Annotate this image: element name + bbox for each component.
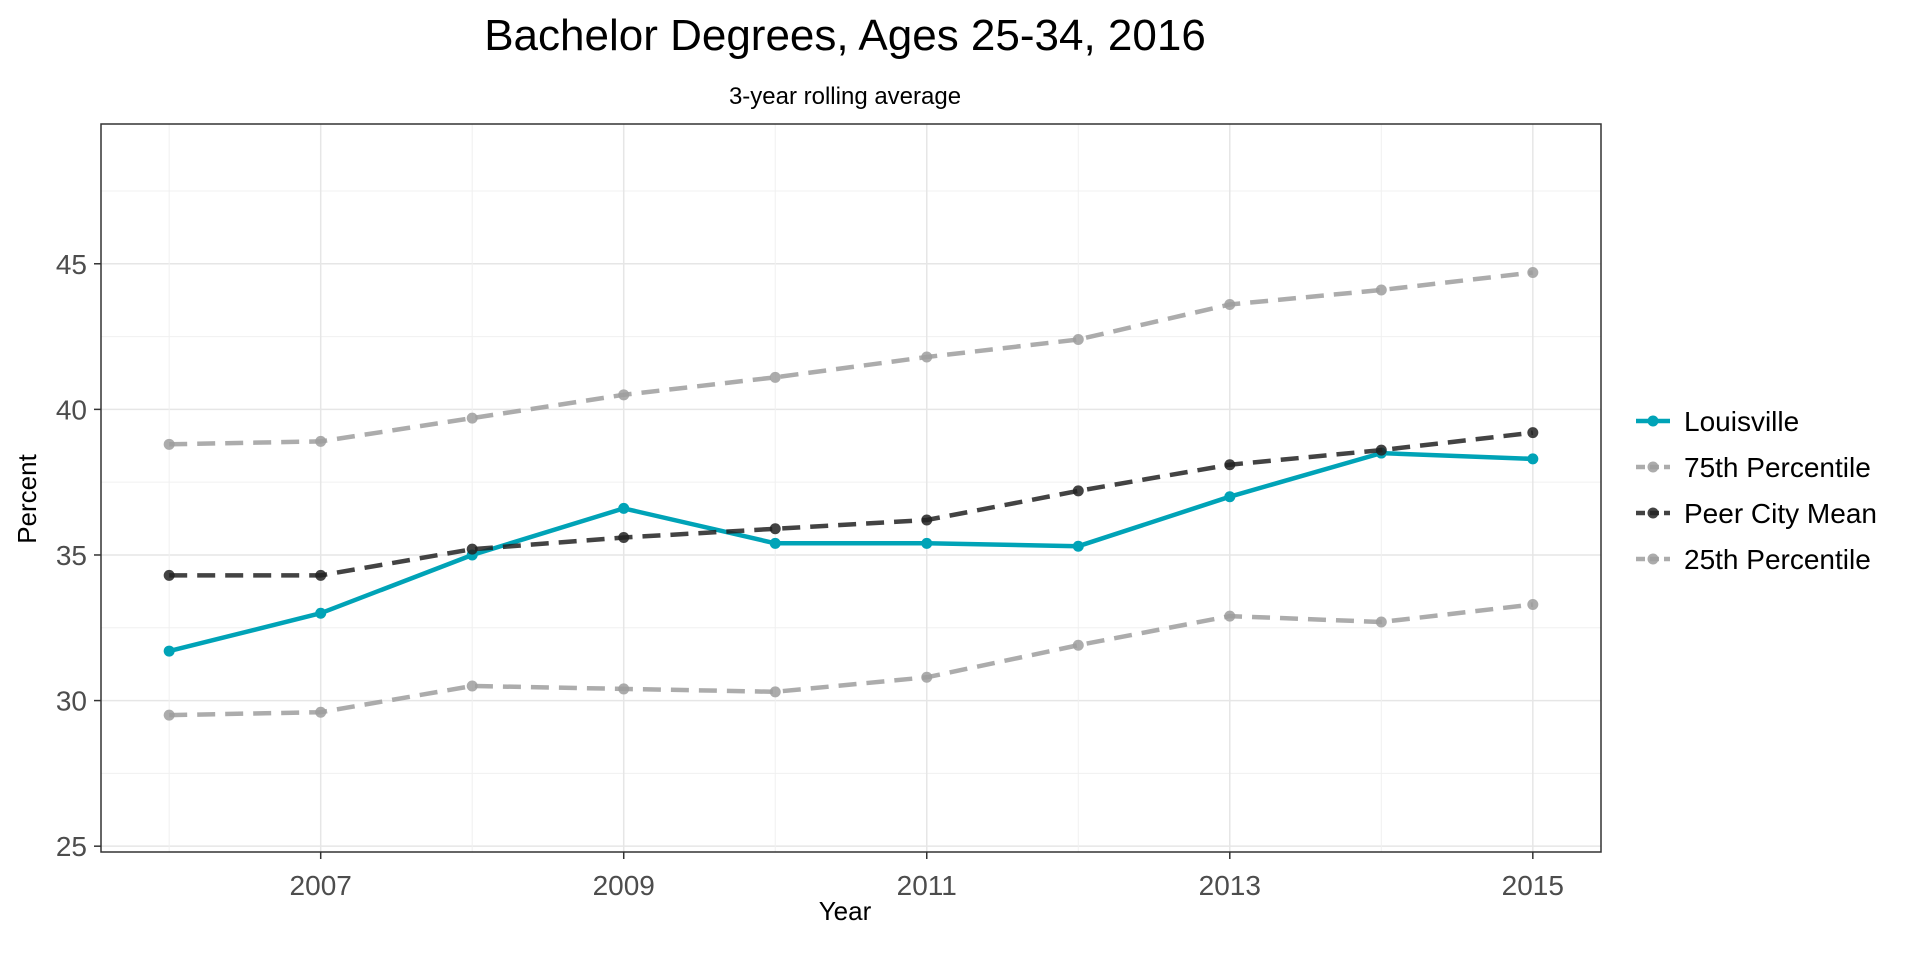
- data-point-25th-percentile: [921, 671, 933, 683]
- data-point-louisville: [921, 537, 933, 549]
- legend-key-point: [1647, 507, 1659, 519]
- data-point-peer-city-mean: [163, 569, 175, 581]
- data-point-peer-city-mean: [466, 543, 478, 555]
- data-point-25th-percentile: [1072, 639, 1084, 651]
- legend-item-75th-percentile: 75th Percentile: [1636, 452, 1871, 483]
- plot-panel-border: [100, 123, 1602, 853]
- legend-label: 25th Percentile: [1684, 544, 1871, 575]
- data-point-louisville: [1224, 491, 1236, 503]
- data-point-peer-city-mean: [921, 514, 933, 526]
- data-point-75th-percentile: [1072, 333, 1084, 345]
- series-line-75th-percentile: [169, 270, 1534, 447]
- data-point-25th-percentile: [1224, 610, 1236, 622]
- chart-title: Bachelor Degrees, Ages 25-34, 2016: [484, 11, 1206, 60]
- y-axis-ticks: 25 30 35 40 45: [56, 249, 101, 862]
- y-tick-label: 40: [56, 394, 87, 425]
- data-point-peer-city-mean: [1375, 444, 1387, 456]
- data-point-louisville: [315, 607, 327, 619]
- data-point-25th-percentile: [163, 709, 175, 721]
- legend-item-peer-city-mean: Peer City Mean: [1636, 498, 1877, 529]
- y-tick-label: 35: [56, 540, 87, 571]
- legend: Louisville 75th Percentile Peer City Mean 2…: [1636, 406, 1877, 575]
- grid-lines: [101, 124, 1601, 852]
- legend-item-25th-percentile: 25th Percentile: [1636, 544, 1871, 575]
- series-line-louisville: [168, 450, 1533, 654]
- data-point-peer-city-mean: [769, 523, 781, 535]
- data-point-75th-percentile: [163, 438, 175, 450]
- x-axis-title: Year: [819, 896, 872, 926]
- legend-key-point: [1647, 553, 1659, 565]
- x-tick-label: 2009: [593, 870, 655, 901]
- legend-label: Peer City Mean: [1684, 498, 1877, 529]
- data-point-75th-percentile: [466, 412, 478, 424]
- x-tick-label: 2015: [1502, 870, 1564, 901]
- data-point-25th-percentile: [769, 686, 781, 698]
- data-point-louisville: [1072, 540, 1084, 552]
- legend-label: 75th Percentile: [1684, 452, 1871, 483]
- data-point-75th-percentile: [1375, 284, 1387, 296]
- y-tick-label: 30: [56, 686, 87, 717]
- series-group: [163, 267, 1539, 721]
- legend-key-point: [1647, 415, 1659, 427]
- data-point-peer-city-mean: [1224, 459, 1236, 471]
- data-point-25th-percentile: [466, 680, 478, 692]
- data-point-25th-percentile: [1375, 616, 1387, 628]
- y-tick-label: 45: [56, 249, 87, 280]
- data-point-75th-percentile: [315, 435, 327, 447]
- data-point-peer-city-mean: [1072, 485, 1084, 497]
- chart-subtitle: 3-year rolling average: [729, 83, 961, 110]
- data-point-louisville: [163, 645, 175, 657]
- data-point-75th-percentile: [921, 351, 933, 363]
- legend-label: Louisville: [1684, 406, 1799, 437]
- y-axis-title: Percent: [12, 453, 42, 543]
- data-point-louisville: [618, 502, 630, 514]
- data-point-peer-city-mean: [618, 532, 630, 544]
- x-tick-label: 2011: [897, 870, 957, 901]
- data-point-peer-city-mean: [1527, 427, 1539, 439]
- data-point-25th-percentile: [315, 706, 327, 718]
- x-tick-label: 2007: [290, 870, 352, 901]
- series-line-25th-percentile: [169, 602, 1534, 718]
- x-axis-ticks: 2007 2009 2011 2013 2015: [290, 852, 1564, 901]
- legend-key-point: [1647, 461, 1659, 473]
- data-point-louisville: [769, 537, 781, 549]
- data-point-25th-percentile: [618, 683, 630, 695]
- data-point-75th-percentile: [769, 371, 781, 383]
- data-point-louisville: [1527, 453, 1539, 465]
- x-tick-label: 2013: [1199, 870, 1261, 901]
- data-point-75th-percentile: [1224, 299, 1236, 311]
- series-line-peer-city-mean: [169, 430, 1534, 578]
- y-tick-label: 25: [56, 831, 87, 862]
- data-point-75th-percentile: [1527, 267, 1539, 279]
- data-point-25th-percentile: [1527, 598, 1539, 610]
- legend-item-louisville: Louisville: [1636, 406, 1799, 437]
- data-point-peer-city-mean: [315, 569, 327, 581]
- data-point-75th-percentile: [618, 389, 630, 401]
